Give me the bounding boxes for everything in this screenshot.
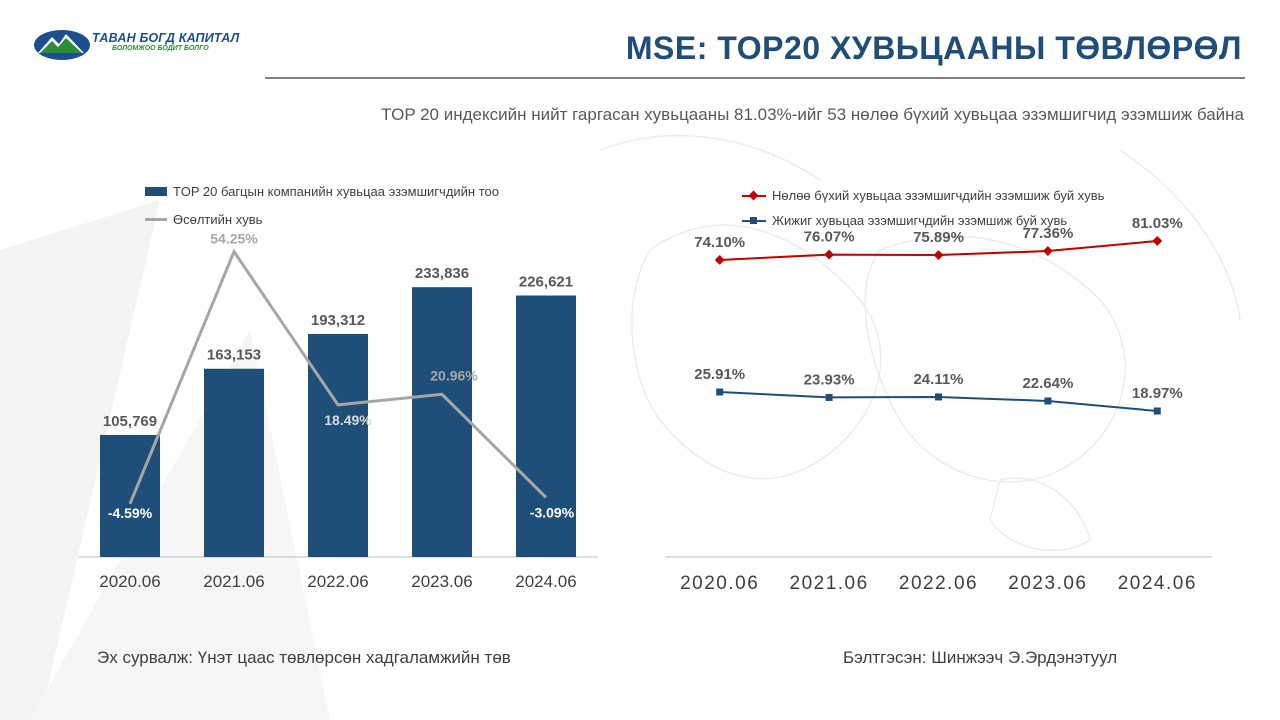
x-tick-2021.06: 2021.06: [790, 573, 869, 594]
data-label-0-2024.06: 81.03%: [1132, 215, 1183, 232]
x-tick-2022.06: 2022.06: [899, 573, 978, 594]
legend-item-bar: TOP 20 багцын компанийн хувьцаа эзэмшигч…: [145, 184, 499, 199]
bar-label-2022.06: 193,312: [311, 312, 365, 329]
title-divider: [265, 77, 1245, 79]
legend-item-blue: Жижиг хувьцаа эзэмшигчдийн эзэмшиж буй х…: [742, 213, 1067, 228]
bar-label-2024.06: 226,621: [519, 274, 573, 291]
page-subtitle: TOP 20 индексийн нийт гаргасан хувьцааны…: [381, 105, 1244, 124]
point-red-2021.06: [824, 249, 835, 260]
logo-subtitle: БОЛОМЖОО БОДИТ БОЛГО: [112, 45, 209, 52]
legend-red-swatch: [742, 190, 766, 202]
data-label-1-2020.06: 25.91%: [694, 366, 745, 383]
legend-line-swatch: [145, 218, 167, 221]
point-blue-2022.06: [935, 393, 942, 401]
point-red-2020.06: [714, 255, 725, 265]
growth-label-2024.06: -3.09%: [530, 504, 575, 520]
point-red-2022.06: [933, 250, 944, 261]
point-blue-2021.06: [825, 393, 833, 401]
growth-line: [128, 248, 548, 505]
data-label-0-2021.06: 76.07%: [804, 229, 855, 246]
data-label-0-2022.06: 75.89%: [913, 229, 964, 246]
x-tick-2023.06: 2023.06: [1008, 573, 1087, 594]
prepared-by-note: Бэлтгэсэн: Шинжээч Э.Эрдэнэтуул: [843, 648, 1118, 667]
x-tick-2020.06: 2020.06: [99, 572, 160, 591]
legend-bar-swatch: [145, 187, 167, 196]
legend-label-blue: Жижиг хувьцаа эзэмшигчдийн эзэмшиж буй х…: [772, 213, 1068, 228]
legend-blue-swatch: [742, 215, 766, 227]
page-title: MSE: TOP20 ХУВЬЦААНЫ ТӨВЛӨРӨЛ: [625, 30, 1242, 66]
bar-label-2023.06: 233,836: [415, 265, 469, 282]
bar-label-2020.06: 105,769: [103, 413, 157, 430]
data-label-1-2023.06: 22.64%: [1022, 375, 1073, 392]
x-tick-2023.06: 2023.06: [411, 572, 472, 591]
source-note: Эх сурвалж: Үнэт цаас төвлөрсөн хадгалам…: [97, 648, 511, 667]
data-label-0-2020.06: 74.10%: [694, 234, 745, 251]
data-label-1-2024.06: 18.97%: [1132, 385, 1183, 402]
legend-label-red: Нөлөө бүхий хувьцаа эзэмшигчдийн эзэмшиж…: [772, 188, 1105, 203]
point-red-2023.06: [1042, 246, 1053, 256]
point-blue-2023.06: [1044, 397, 1052, 405]
data-label-1-2021.06: 23.93%: [804, 371, 855, 388]
bar-label-2021.06: 163,153: [207, 347, 261, 364]
company-logo: ТАВАН БОГД КАПИТАЛ БОЛОМЖОО БОДИТ БОЛГО: [32, 28, 242, 62]
point-red-2024.06: [1152, 236, 1163, 246]
data-label-0-2023.06: 77.36%: [1022, 225, 1073, 242]
legend-item-growth: Өсөлтийн хувь: [145, 212, 262, 227]
bar-2023.06: [412, 287, 472, 557]
bar-2024.06: [516, 295, 576, 557]
growth-label-2020.06: -4.59%: [108, 505, 153, 521]
growth-label-2023.06: 20.96%: [430, 367, 478, 383]
legend-label-bar: TOP 20 багцын компанийн хувьцаа эзэмшигч…: [173, 184, 499, 199]
legend-item-red: Нөлөө бүхий хувьцаа эзэмшигчдийн эзэмшиж…: [742, 188, 1104, 203]
point-blue-2024.06: [1153, 407, 1161, 415]
x-tick-2024.06: 2024.06: [515, 572, 576, 591]
x-tick-2021.06: 2021.06: [203, 572, 264, 591]
x-tick-2022.06: 2022.06: [307, 572, 368, 591]
growth-label-2021.06: 54.25%: [210, 231, 258, 247]
bar-2022.06: [308, 333, 368, 557]
x-tick-2024.06: 2024.06: [1118, 573, 1197, 594]
logo-title: ТАВАН БОГД КАПИТАЛ: [92, 31, 240, 45]
growth-label-2022.06: 18.49%: [324, 412, 372, 428]
bar-2021.06: [204, 368, 264, 557]
point-blue-2020.06: [716, 388, 724, 396]
legend-label-growth: Өсөлтийн хувь: [173, 212, 263, 227]
data-label-1-2022.06: 24.11%: [913, 371, 963, 388]
mountain-logo-icon: [34, 30, 90, 60]
x-tick-2020.06: 2020.06: [680, 573, 759, 594]
